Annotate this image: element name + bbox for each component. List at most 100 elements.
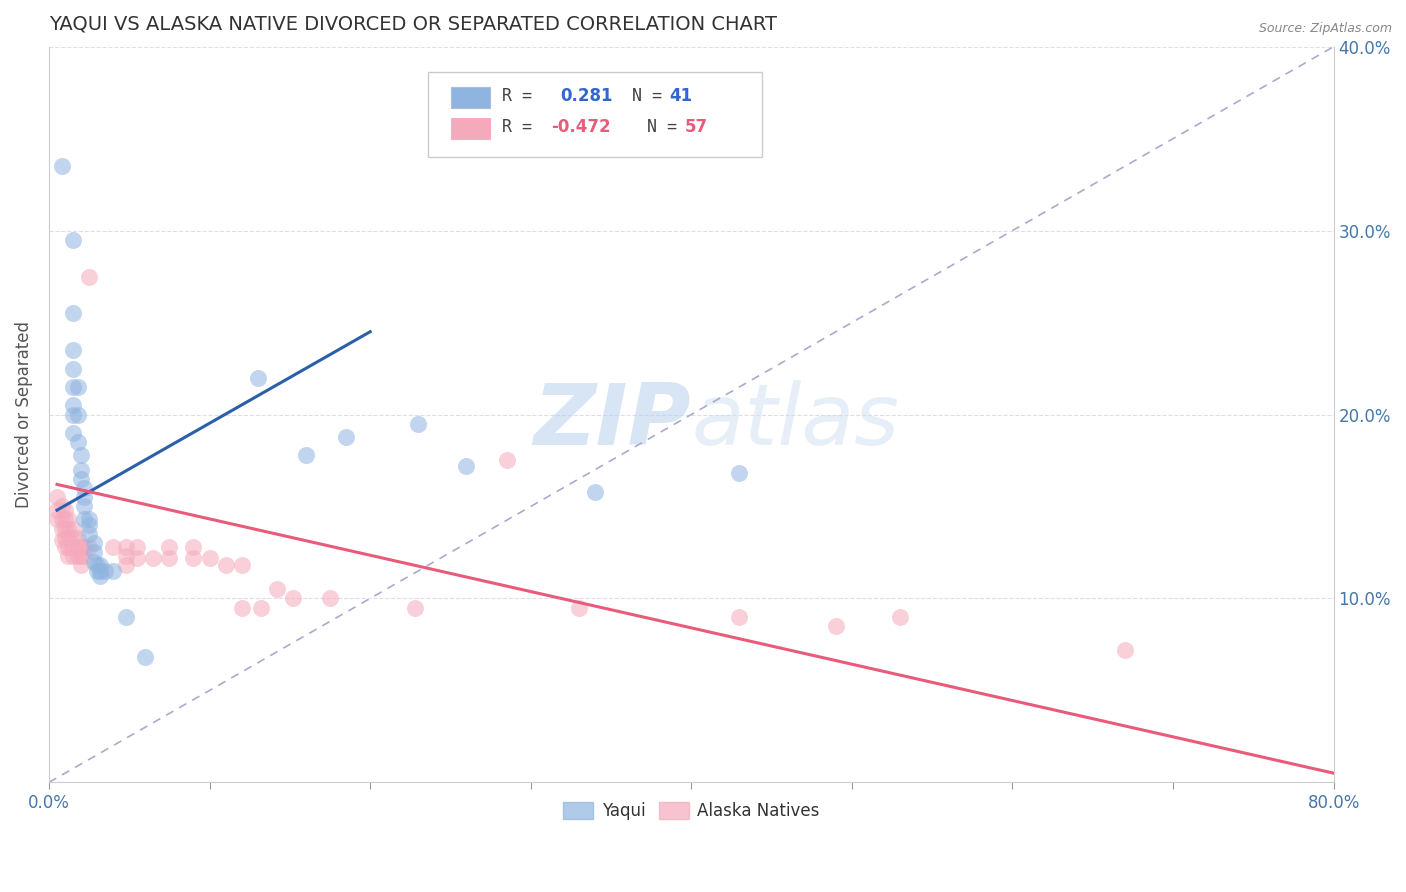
Point xyxy=(824,619,846,633)
Point xyxy=(89,564,111,578)
Point xyxy=(115,610,138,624)
Point xyxy=(62,522,84,536)
Point xyxy=(70,549,93,563)
Point xyxy=(889,610,911,624)
Text: Source: ZipAtlas.com: Source: ZipAtlas.com xyxy=(1258,22,1392,36)
Text: R =: R = xyxy=(502,87,553,105)
Text: -0.472: -0.472 xyxy=(551,118,610,136)
Point xyxy=(86,564,108,578)
Point xyxy=(73,549,96,563)
Point xyxy=(66,380,89,394)
Point xyxy=(51,500,73,514)
Point xyxy=(62,398,84,412)
Point xyxy=(46,490,69,504)
Text: atlas: atlas xyxy=(692,380,900,463)
Point xyxy=(51,533,73,547)
Point xyxy=(134,650,156,665)
Text: 41: 41 xyxy=(669,87,693,105)
Point xyxy=(62,540,84,554)
Point xyxy=(58,512,80,526)
Point xyxy=(58,531,80,545)
Point xyxy=(62,361,84,376)
Point xyxy=(266,582,288,597)
Point xyxy=(246,370,269,384)
Point xyxy=(86,558,108,573)
Point xyxy=(53,540,76,554)
Point xyxy=(62,425,84,440)
Point xyxy=(77,269,100,284)
Point xyxy=(77,517,100,532)
Point xyxy=(62,306,84,320)
Point xyxy=(157,551,180,566)
Point xyxy=(295,448,318,462)
Point xyxy=(70,463,93,477)
Point xyxy=(89,558,111,573)
Point xyxy=(456,458,478,473)
Point xyxy=(77,527,100,541)
Point xyxy=(66,531,89,545)
Point xyxy=(319,591,342,606)
Point xyxy=(58,522,80,536)
Point xyxy=(404,600,426,615)
Point xyxy=(51,159,73,173)
Point xyxy=(73,540,96,554)
Point xyxy=(73,500,96,514)
Point xyxy=(198,551,221,566)
Legend: Yaqui, Alaska Natives: Yaqui, Alaska Natives xyxy=(557,796,825,827)
Point xyxy=(73,481,96,495)
Text: R =: R = xyxy=(502,118,543,136)
Point xyxy=(70,448,93,462)
Point xyxy=(83,555,105,569)
Point xyxy=(157,540,180,554)
Point xyxy=(73,490,96,504)
Point xyxy=(408,417,430,431)
Point xyxy=(142,551,165,566)
Point xyxy=(70,540,93,554)
Point xyxy=(62,549,84,563)
Point xyxy=(66,435,89,450)
Point xyxy=(77,540,100,554)
Point xyxy=(335,429,357,443)
Point xyxy=(58,549,80,563)
Point xyxy=(103,564,125,578)
Point xyxy=(127,540,149,554)
Point xyxy=(77,512,100,526)
Text: N =: N = xyxy=(612,87,672,105)
Point xyxy=(94,564,117,578)
Text: 57: 57 xyxy=(685,118,709,136)
Point xyxy=(231,558,253,573)
Point xyxy=(70,472,93,486)
Text: YAQUI VS ALASKA NATIVE DIVORCED OR SEPARATED CORRELATION CHART: YAQUI VS ALASKA NATIVE DIVORCED OR SEPAR… xyxy=(49,15,778,34)
Point xyxy=(1114,643,1136,657)
Point xyxy=(728,610,751,624)
Point xyxy=(62,531,84,545)
Point xyxy=(231,600,253,615)
FancyBboxPatch shape xyxy=(451,118,489,138)
Point xyxy=(103,540,125,554)
Text: ZIP: ZIP xyxy=(534,380,692,463)
Y-axis label: Divorced or Separated: Divorced or Separated xyxy=(15,321,32,508)
Point xyxy=(127,551,149,566)
Point xyxy=(53,503,76,517)
FancyBboxPatch shape xyxy=(427,72,762,157)
Point xyxy=(66,549,89,563)
Point xyxy=(115,549,138,563)
Point xyxy=(66,408,89,422)
Point xyxy=(83,536,105,550)
Point xyxy=(83,545,105,559)
Point xyxy=(51,522,73,536)
Point xyxy=(728,467,751,481)
Point xyxy=(66,540,89,554)
Point xyxy=(62,233,84,247)
Point xyxy=(115,540,138,554)
FancyBboxPatch shape xyxy=(451,87,489,108)
Point xyxy=(214,558,236,573)
Point xyxy=(250,600,273,615)
Point xyxy=(58,540,80,554)
Text: 0.281: 0.281 xyxy=(560,87,613,105)
Point xyxy=(53,522,76,536)
Point xyxy=(281,591,304,606)
Point xyxy=(70,558,93,573)
Point xyxy=(53,512,76,526)
Point xyxy=(62,343,84,358)
